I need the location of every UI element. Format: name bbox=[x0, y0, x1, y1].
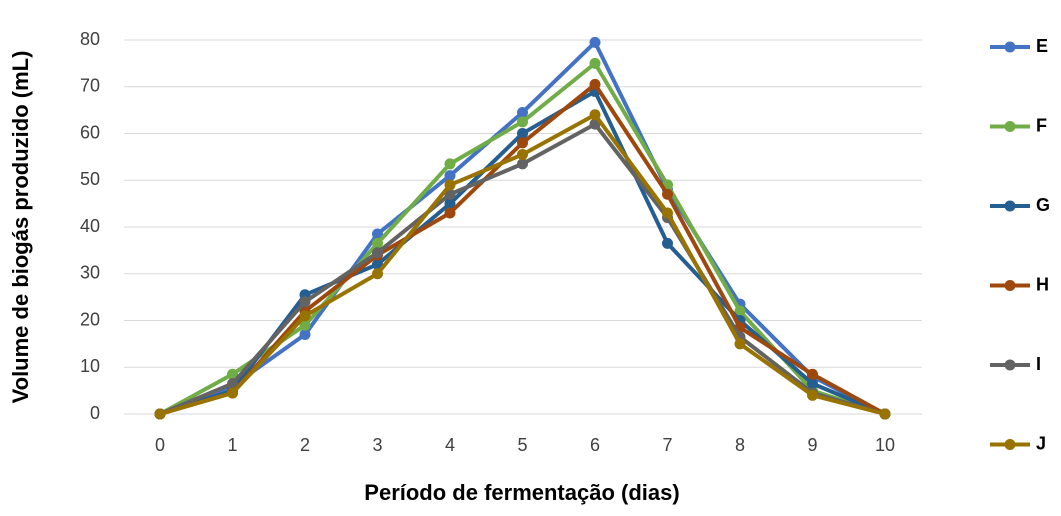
marker bbox=[589, 36, 601, 48]
x-tick-label: 7 bbox=[662, 435, 672, 455]
x-tick-label: 0 bbox=[155, 435, 165, 455]
x-tick-label: 9 bbox=[807, 435, 817, 455]
legend-marker bbox=[1004, 280, 1016, 291]
marker bbox=[444, 179, 456, 191]
marker bbox=[517, 128, 528, 139]
legend-marker bbox=[1004, 41, 1016, 53]
legend-text: F bbox=[1036, 115, 1047, 135]
legend-marker bbox=[1004, 439, 1016, 450]
marker bbox=[227, 378, 238, 390]
x-tick-label: 6 bbox=[590, 435, 600, 455]
y-tick-label: 10 bbox=[80, 356, 100, 376]
y-tick-label: 70 bbox=[80, 76, 100, 96]
legend-text: H bbox=[1036, 274, 1049, 294]
marker bbox=[517, 137, 528, 149]
marker bbox=[517, 106, 528, 118]
y-tick-label: 0 bbox=[90, 403, 100, 423]
y-tick-label: 40 bbox=[80, 216, 100, 236]
legend-text: I bbox=[1036, 354, 1041, 374]
x-tick-label: 1 bbox=[227, 435, 237, 455]
marker bbox=[227, 387, 238, 399]
y-tick-label: 20 bbox=[80, 309, 100, 329]
y-axis-title: Volume de biogás produzido (mL) bbox=[8, 51, 33, 404]
marker bbox=[662, 188, 673, 200]
legend-text: J bbox=[1036, 433, 1046, 453]
marker bbox=[372, 228, 383, 240]
marker bbox=[372, 237, 383, 249]
marker bbox=[299, 319, 311, 331]
marker bbox=[517, 149, 528, 161]
marker bbox=[227, 368, 238, 380]
marker bbox=[734, 338, 746, 350]
marker bbox=[807, 378, 818, 390]
x-tick-label: 5 bbox=[517, 435, 527, 455]
marker bbox=[879, 408, 891, 420]
marker bbox=[662, 237, 673, 249]
marker bbox=[444, 198, 456, 210]
marker bbox=[807, 389, 818, 401]
marker bbox=[589, 78, 601, 90]
x-tick-label: 2 bbox=[300, 435, 310, 455]
y-tick-label: 80 bbox=[80, 29, 100, 49]
marker bbox=[517, 116, 528, 128]
legend-marker bbox=[1004, 121, 1016, 132]
y-tick-label: 30 bbox=[80, 263, 100, 283]
marker bbox=[299, 296, 311, 308]
marker bbox=[444, 207, 456, 219]
x-tick-label: 10 bbox=[875, 435, 895, 455]
legend-marker bbox=[1004, 200, 1016, 212]
marker bbox=[299, 310, 311, 322]
marker bbox=[589, 57, 601, 69]
legend-text: G bbox=[1036, 195, 1050, 215]
marker bbox=[662, 207, 673, 219]
marker bbox=[444, 188, 456, 200]
marker bbox=[444, 170, 456, 182]
marker bbox=[807, 368, 818, 380]
y-tick-label: 60 bbox=[80, 122, 100, 142]
marker bbox=[444, 158, 456, 170]
x-tick-label: 4 bbox=[445, 435, 455, 455]
line bbox=[159, 40, 886, 416]
legend-text: E bbox=[1036, 36, 1048, 56]
marker bbox=[299, 329, 311, 341]
legend-marker bbox=[1004, 359, 1016, 371]
marker bbox=[734, 305, 746, 317]
x-tick-label: 8 bbox=[735, 435, 745, 455]
x-axis-title: Período de fermentação (dias) bbox=[364, 480, 679, 505]
marker bbox=[589, 109, 601, 121]
marker bbox=[372, 268, 383, 280]
y-tick-label: 50 bbox=[80, 169, 100, 189]
marker bbox=[517, 158, 528, 170]
marker bbox=[372, 258, 383, 270]
x-tick-label: 3 bbox=[372, 435, 382, 455]
marker bbox=[154, 408, 166, 420]
marker bbox=[372, 247, 383, 259]
